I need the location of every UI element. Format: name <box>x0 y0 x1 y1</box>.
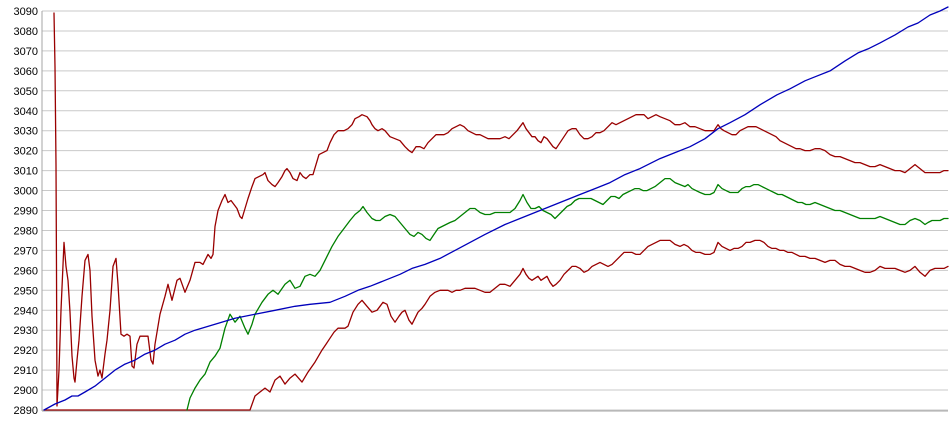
y-axis-label-3070: 3070 <box>14 46 38 58</box>
y-axis-label-3060: 3060 <box>14 66 38 78</box>
y-axis-label-2990: 2990 <box>14 206 38 218</box>
y-axis-label-2970: 2970 <box>14 245 38 257</box>
y-axis-label-3050: 3050 <box>14 86 38 98</box>
y-axis-label-2910: 2910 <box>14 365 38 377</box>
y-axis-label-2930: 2930 <box>14 325 38 337</box>
y-axis-label-2950: 2950 <box>14 285 38 297</box>
y-axis-label-2890: 2890 <box>14 405 38 417</box>
series-trend-blue <box>43 6 949 411</box>
y-axis-label-2960: 2960 <box>14 265 38 277</box>
y-axis-label-3010: 3010 <box>14 166 38 178</box>
series-average-green <box>186 177 949 411</box>
y-axis-label-3080: 3080 <box>14 26 38 38</box>
y-axis-label-2900: 2900 <box>14 385 38 397</box>
y-axis-label-2980: 2980 <box>14 225 38 237</box>
y-axis-label-2940: 2940 <box>14 305 38 317</box>
y-axis-label-3020: 3020 <box>14 146 38 158</box>
y-axis-label-3030: 3030 <box>14 126 38 138</box>
y-axis-label-3090: 3090 <box>14 6 38 18</box>
series-upper-band-red <box>53 12 949 407</box>
y-axis-label-3000: 3000 <box>14 186 38 198</box>
y-axis-label-3040: 3040 <box>14 106 38 118</box>
y-axis-label-2920: 2920 <box>14 345 38 357</box>
series-lower-band-red <box>43 239 949 411</box>
